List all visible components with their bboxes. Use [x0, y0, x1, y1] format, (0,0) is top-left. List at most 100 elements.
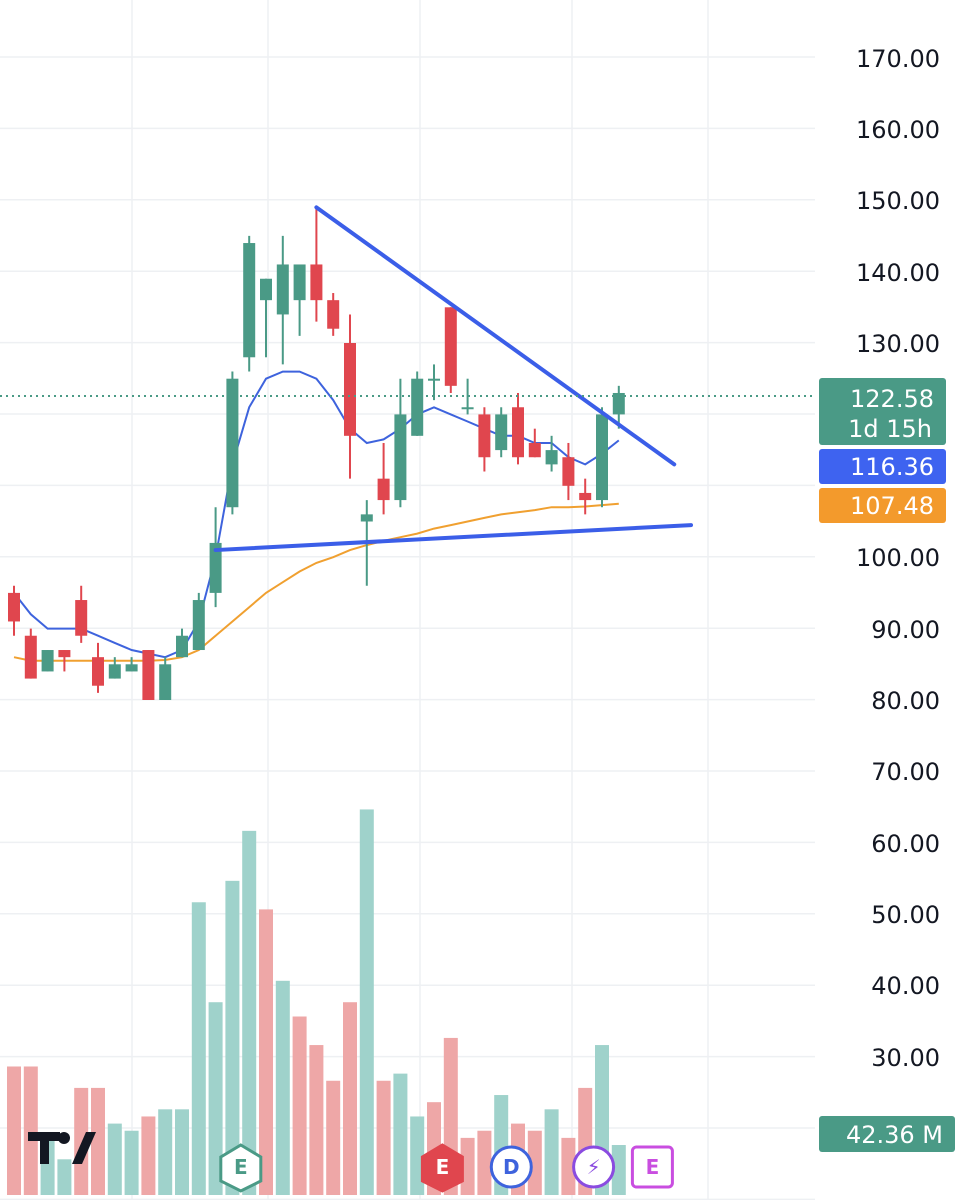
volume-bar	[343, 1002, 357, 1195]
candle-body	[579, 492, 592, 501]
candle-body	[75, 600, 88, 636]
candle-body	[41, 650, 54, 672]
trendline[interactable]	[213, 523, 694, 553]
candle-body	[142, 650, 155, 700]
badge-shape	[420, 1143, 464, 1193]
candle-body	[192, 600, 205, 651]
badge-letter: ⚡	[587, 1155, 601, 1179]
candle[interactable]	[545, 435, 558, 472]
ma-fast-value: 116.36	[850, 453, 934, 481]
candle[interactable]	[226, 371, 239, 515]
candle-body	[377, 478, 390, 501]
price-axis[interactable]: 170.00 160.00 150.00 140.00 130.00 100.0…	[856, 45, 940, 1072]
candle[interactable]	[260, 278, 272, 358]
candle[interactable]	[528, 428, 541, 458]
candle[interactable]	[142, 650, 155, 700]
candle-body	[478, 414, 491, 458]
volume-bar	[225, 880, 240, 1195]
candle[interactable]	[8, 585, 20, 636]
candle[interactable]	[159, 657, 172, 700]
volume-tag	[819, 1116, 955, 1152]
candle[interactable]	[176, 628, 188, 658]
candle[interactable]	[495, 407, 508, 458]
candle-body	[528, 442, 541, 458]
volume-bar	[74, 1087, 89, 1195]
ma-slow-line	[13, 502, 619, 662]
candle-body	[92, 657, 104, 686]
candle[interactable]	[310, 207, 323, 322]
candle[interactable]	[125, 657, 138, 672]
volume-bar	[141, 1116, 156, 1195]
badge-letter: E	[646, 1155, 660, 1179]
candle-body	[209, 542, 222, 593]
volume-bar	[326, 1080, 341, 1195]
badge-shape	[572, 1145, 616, 1189]
candle-body	[8, 592, 20, 622]
price-tick-80: 80.00	[871, 687, 940, 715]
candle[interactable]	[209, 507, 222, 608]
price-tick-90: 90.00	[871, 616, 940, 644]
candle[interactable]	[243, 235, 256, 372]
candles[interactable]	[8, 207, 625, 700]
volume-bar	[275, 980, 290, 1195]
candle[interactable]	[444, 307, 457, 393]
price-tick-70: 70.00	[871, 758, 940, 786]
candle-body	[176, 635, 188, 658]
candle[interactable]	[293, 264, 306, 336]
candle-body	[108, 664, 121, 679]
volume-bar	[259, 909, 273, 1195]
trendline[interactable]	[314, 205, 677, 467]
price-tick-100: 100.00	[856, 544, 940, 572]
volume-bar	[191, 902, 206, 1195]
earnings-badge[interactable]: E	[420, 1143, 464, 1193]
logo-slash	[72, 1132, 96, 1164]
candle-body	[58, 650, 71, 658]
candle[interactable]	[512, 392, 524, 465]
candle[interactable]	[478, 407, 491, 472]
earnings-badge[interactable]: E	[630, 1145, 674, 1189]
volume-bar	[561, 1137, 576, 1195]
candle[interactable]	[24, 628, 37, 679]
candle[interactable]	[75, 585, 88, 643]
dividend-badge[interactable]: D	[489, 1145, 533, 1189]
candle[interactable]	[461, 378, 474, 415]
candle[interactable]	[596, 407, 608, 508]
event-badges[interactable]: E E D ⚡ E	[219, 1143, 674, 1193]
ma-slow-tag	[819, 488, 946, 523]
candle[interactable]	[428, 364, 440, 401]
candle-body	[226, 378, 239, 508]
candle-body	[159, 664, 172, 700]
volume-bars	[7, 809, 626, 1195]
candle[interactable]	[41, 650, 54, 672]
badge-shape	[630, 1145, 674, 1189]
candle[interactable]	[579, 478, 592, 515]
volume-bar	[376, 1080, 391, 1195]
earnings-badge[interactable]: ⚡	[572, 1145, 616, 1189]
volume-bar	[544, 1109, 559, 1195]
trendlines[interactable]	[213, 205, 694, 553]
candle[interactable]	[92, 642, 104, 693]
price-tick-140: 140.00	[856, 259, 940, 287]
candle[interactable]	[394, 378, 407, 508]
candle-body	[461, 407, 474, 410]
candle[interactable]	[377, 442, 390, 515]
price-tags: 122.58 1d 15h 116.36 107.48 42.36 M	[819, 378, 955, 1152]
earnings-badge[interactable]: E	[219, 1143, 263, 1193]
tradingview-logo[interactable]	[28, 1132, 96, 1164]
candle[interactable]	[108, 657, 121, 679]
candle[interactable]	[276, 235, 289, 365]
candle[interactable]	[58, 650, 71, 672]
candle[interactable]	[612, 385, 625, 429]
candle[interactable]	[411, 371, 424, 436]
volume-bar	[175, 1109, 189, 1195]
price-tick-170: 170.00	[856, 45, 940, 73]
candle-body	[512, 407, 524, 458]
candle-body	[24, 635, 37, 679]
candle[interactable]	[562, 442, 575, 501]
volume-tick-30: 30.00	[871, 1044, 940, 1072]
ma-fast-tag	[819, 449, 946, 484]
candle[interactable]	[327, 293, 340, 336]
price-tick-160: 160.00	[856, 116, 940, 144]
candle[interactable]	[192, 592, 205, 651]
